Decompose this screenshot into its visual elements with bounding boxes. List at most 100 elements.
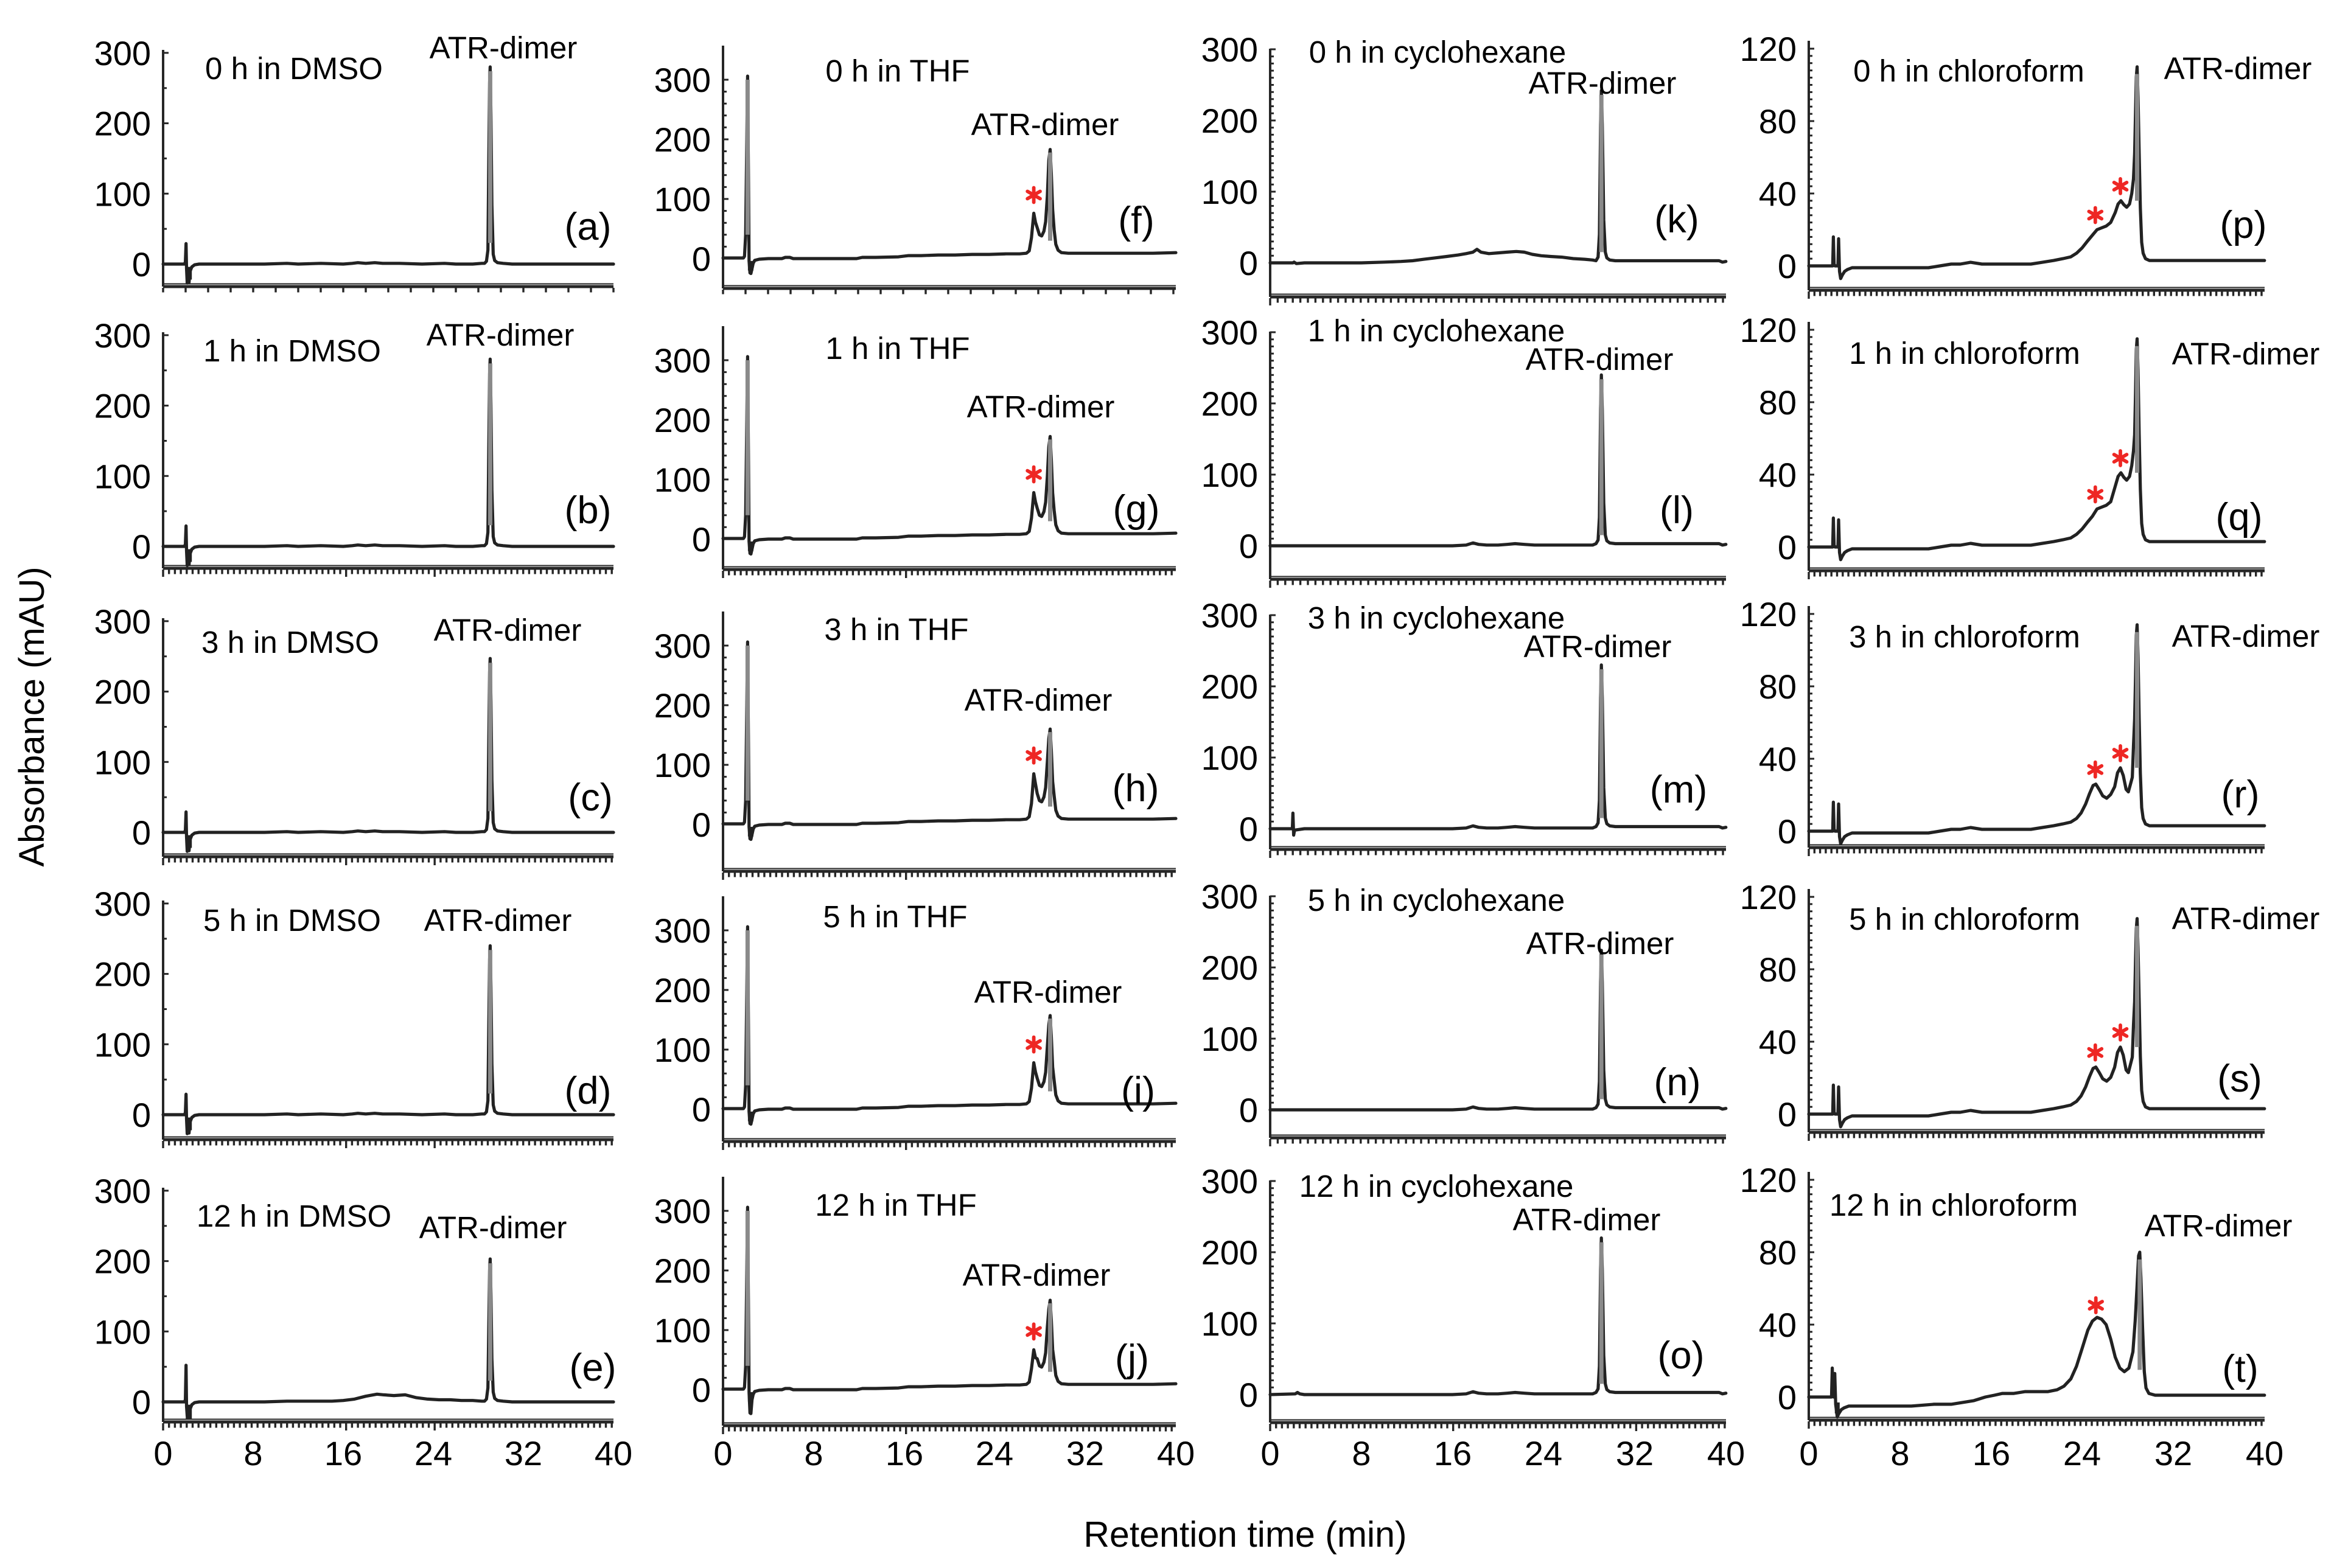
svg-text:5 h in THF: 5 h in THF [823, 899, 967, 934]
svg-text:0 h in THF: 0 h in THF [825, 54, 970, 88]
svg-text:(o): (o) [1658, 1334, 1705, 1377]
svg-text:16: 16 [886, 1434, 923, 1472]
svg-text:100: 100 [654, 1031, 711, 1069]
svg-text:40: 40 [1157, 1434, 1195, 1472]
svg-text:0: 0 [153, 1434, 172, 1472]
svg-text:12 h in chloroform: 12 h in chloroform [1829, 1188, 2078, 1222]
svg-text:24: 24 [976, 1434, 1013, 1472]
svg-text:5 h in chloroform: 5 h in chloroform [1849, 902, 2080, 936]
svg-text:0: 0 [1778, 812, 1797, 851]
svg-text:300: 300 [654, 61, 711, 99]
svg-text:200: 200 [654, 686, 711, 725]
svg-text:8: 8 [243, 1434, 262, 1472]
svg-text:80: 80 [1759, 950, 1797, 989]
svg-text:32: 32 [505, 1434, 542, 1472]
svg-text:8: 8 [804, 1434, 823, 1472]
svg-text:200: 200 [654, 401, 711, 439]
svg-text:100: 100 [94, 457, 151, 495]
svg-text:(t): (t) [2222, 1348, 2258, 1390]
svg-text:0: 0 [132, 1383, 151, 1421]
svg-text:ATR-dimer: ATR-dimer [2164, 51, 2312, 86]
svg-text:80: 80 [1759, 1233, 1797, 1272]
svg-text:40: 40 [1759, 175, 1797, 213]
svg-text:ATR-dimer: ATR-dimer [430, 30, 578, 65]
svg-text:ATR-dimer: ATR-dimer [434, 613, 582, 647]
svg-text:ATR-dimer: ATR-dimer [2172, 336, 2320, 371]
svg-text:16: 16 [1434, 1434, 1472, 1472]
svg-text:(e): (e) [570, 1347, 617, 1389]
svg-text:120: 120 [1740, 30, 1797, 68]
svg-text:3 h in chloroform: 3 h in chloroform [1849, 619, 2080, 654]
svg-text:0: 0 [132, 814, 151, 852]
svg-text:40: 40 [595, 1434, 632, 1472]
svg-text:200: 200 [654, 971, 711, 1009]
svg-text:24: 24 [2063, 1434, 2101, 1472]
svg-text:ATR-dimer: ATR-dimer [1513, 1202, 1661, 1237]
svg-text:ATR-dimer: ATR-dimer [967, 389, 1115, 424]
svg-text:0: 0 [692, 240, 711, 278]
svg-text:24: 24 [414, 1434, 452, 1472]
svg-text:1 h in cyclohexane: 1 h in cyclohexane [1308, 313, 1565, 348]
svg-text:(c): (c) [568, 776, 612, 819]
svg-text:ATR-dimer: ATR-dimer [1524, 629, 1672, 664]
svg-text:100: 100 [94, 1312, 151, 1351]
svg-text:32: 32 [1616, 1434, 1654, 1472]
svg-text:ATR-dimer: ATR-dimer [2172, 619, 2320, 653]
svg-text:40: 40 [1759, 740, 1797, 778]
svg-text:300: 300 [94, 34, 151, 72]
svg-text:0: 0 [1799, 1434, 1818, 1472]
svg-text:(d): (d) [565, 1070, 612, 1112]
svg-text:0: 0 [132, 528, 151, 566]
svg-text:(n): (n) [1654, 1061, 1701, 1104]
svg-text:32: 32 [1066, 1434, 1104, 1472]
svg-text:(p): (p) [2220, 204, 2267, 246]
svg-text:0: 0 [1778, 1095, 1797, 1134]
svg-text:ATR-dimer: ATR-dimer [424, 903, 572, 938]
svg-text:(m): (m) [1650, 768, 1707, 811]
svg-text:100: 100 [654, 180, 711, 218]
svg-text:300: 300 [1201, 877, 1258, 916]
svg-text:100: 100 [1201, 173, 1258, 211]
svg-text:0: 0 [1260, 1434, 1279, 1472]
svg-text:300: 300 [1201, 30, 1258, 69]
svg-text:120: 120 [1740, 1161, 1797, 1199]
svg-text:0: 0 [1778, 1378, 1797, 1416]
svg-text:300: 300 [1201, 313, 1258, 352]
svg-text:200: 200 [654, 120, 711, 159]
svg-text:300: 300 [654, 341, 711, 380]
svg-text:100: 100 [94, 743, 151, 781]
svg-text:300: 300 [1201, 596, 1258, 635]
svg-text:3 h in DMSO: 3 h in DMSO [201, 625, 379, 660]
svg-text:ATR-dimer: ATR-dimer [971, 107, 1119, 142]
svg-text:200: 200 [1201, 949, 1258, 987]
svg-text:0: 0 [713, 1434, 732, 1472]
svg-text:300: 300 [1201, 1162, 1258, 1200]
svg-text:80: 80 [1759, 383, 1797, 422]
svg-text:(h): (h) [1113, 767, 1159, 810]
svg-text:ATR-dimer: ATR-dimer [974, 975, 1122, 1009]
svg-text:0: 0 [1778, 247, 1797, 285]
svg-text:ATR-dimer: ATR-dimer [2172, 901, 2320, 936]
svg-text:100: 100 [94, 1025, 151, 1064]
svg-text:0: 0 [1778, 528, 1797, 566]
svg-text:ATR-dimer: ATR-dimer [1526, 926, 1674, 961]
svg-text:120: 120 [1740, 878, 1797, 916]
svg-text:200: 200 [1201, 667, 1258, 706]
svg-text:0: 0 [132, 1096, 151, 1134]
svg-text:1 h in chloroform: 1 h in chloroform [1849, 336, 2080, 371]
svg-text:ATR-dimer: ATR-dimer [965, 683, 1113, 717]
svg-text:(l): (l) [1660, 489, 1694, 532]
svg-text:8: 8 [1890, 1434, 1909, 1472]
svg-text:100: 100 [654, 461, 711, 499]
svg-text:ATR-dimer: ATR-dimer [419, 1210, 567, 1245]
svg-text:40: 40 [1759, 1023, 1797, 1061]
svg-text:300: 300 [654, 1192, 711, 1230]
svg-text:300: 300 [654, 911, 711, 950]
svg-text:16: 16 [1972, 1434, 2010, 1472]
svg-text:0: 0 [1239, 527, 1258, 565]
svg-text:120: 120 [1740, 311, 1797, 349]
svg-text:100: 100 [1201, 1305, 1258, 1343]
svg-text:100: 100 [654, 746, 711, 784]
svg-text:(i): (i) [1121, 1070, 1155, 1112]
svg-text:0: 0 [1239, 244, 1258, 282]
